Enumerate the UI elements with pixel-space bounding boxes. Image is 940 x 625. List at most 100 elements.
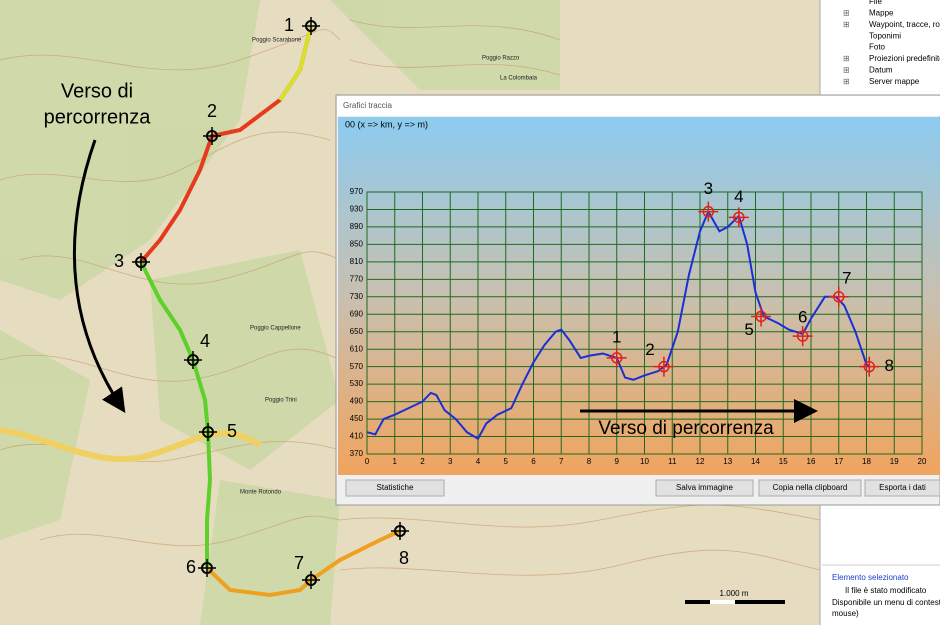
- tree-item[interactable]: File: [869, 0, 882, 6]
- dialog-titlebar: [337, 96, 940, 116]
- waypoint: [302, 571, 320, 589]
- y-tick-label: 850: [350, 240, 364, 249]
- y-tick-label: 530: [350, 379, 364, 388]
- waypoint: [302, 17, 320, 35]
- marker-cross: [728, 207, 749, 228]
- waypoint: [198, 559, 216, 577]
- x-tick-label: 8: [587, 457, 592, 466]
- button-label[interactable]: Statistiche: [377, 483, 414, 492]
- marker-label: 8: [885, 356, 894, 375]
- tree-item[interactable]: Proiezioni predefinite: [869, 54, 940, 63]
- x-tick-label: 12: [696, 457, 705, 466]
- x-tick-label: 1: [393, 457, 398, 466]
- status-text: Disponibile un menu di contesto: [832, 598, 940, 607]
- marker-cross: [698, 201, 719, 222]
- tree-expander: ⊞: [843, 9, 850, 18]
- tree-item[interactable]: Mappe: [869, 9, 894, 18]
- waypoint: [391, 522, 409, 540]
- x-tick-label: 20: [918, 457, 927, 466]
- y-tick-label: 810: [350, 257, 364, 266]
- marker-label: 2: [645, 340, 654, 359]
- line: [366, 209, 870, 441]
- button-label[interactable]: Copia nella clipboard: [773, 483, 848, 492]
- x-tick-label: 17: [834, 457, 843, 466]
- waypoint-label: 7: [294, 553, 304, 573]
- y-tick-label: 370: [350, 449, 364, 458]
- waypoint: [203, 127, 221, 145]
- track: [205, 529, 401, 598]
- x-tick-label: 18: [862, 457, 871, 466]
- waypoint-label: 2: [207, 101, 217, 121]
- x-tick-label: 13: [723, 457, 732, 466]
- x-tick-label: 16: [807, 457, 816, 466]
- chart-annotation: Verso di percorrenza: [598, 418, 774, 439]
- marker-cross: [751, 306, 772, 327]
- y-tick-label: 770: [350, 274, 364, 283]
- button[interactable]: [345, 479, 445, 497]
- place-name: La Colombaia: [500, 76, 538, 82]
- x-tick-label: 4: [476, 457, 481, 466]
- tree-item[interactable]: Datum: [869, 66, 893, 75]
- status-text: Il file è stato modificato: [845, 586, 927, 595]
- marker-label: 5: [744, 320, 753, 339]
- x-tick-label: 15: [779, 457, 788, 466]
- x-tick-label: 7: [559, 457, 564, 466]
- track: [139, 261, 213, 568]
- marker-cross: [792, 326, 813, 347]
- x-tick-label: 19: [890, 457, 899, 466]
- waypoint-label: 6: [186, 557, 196, 577]
- scale-label: 1.000 m: [720, 589, 749, 598]
- y-tick-label: 650: [350, 327, 364, 336]
- place-name: Poggio Scarabone: [252, 38, 302, 44]
- waypoint: [199, 423, 217, 441]
- y-tick-label: 450: [350, 414, 364, 423]
- dialog-title: Grafici traccia: [343, 101, 392, 110]
- direction-arrow: [72, 139, 126, 413]
- button[interactable]: [864, 479, 940, 497]
- status-heading: Elemento selezionato: [832, 573, 909, 582]
- scale-bar: [710, 600, 735, 604]
- chart-title: 00 (x => km, y => m): [345, 119, 428, 129]
- button[interactable]: [758, 479, 862, 497]
- marker-label: 7: [842, 268, 851, 287]
- x-tick-label: 0: [365, 457, 370, 466]
- marker-label: 6: [798, 308, 807, 327]
- waypoint-label: 4: [200, 331, 210, 351]
- place-name: Poggio Cappellone: [250, 326, 301, 332]
- button-label[interactable]: Salva immagine: [676, 483, 733, 492]
- y-tick-label: 970: [350, 187, 364, 196]
- map-annotation: Verso di: [61, 80, 133, 102]
- chart-background: [338, 117, 940, 475]
- tree-expander: ⊞: [843, 20, 850, 29]
- x-tick-label: 10: [640, 457, 649, 466]
- tree-expander: ⊞: [843, 54, 850, 63]
- tree-expander: ⊞: [843, 66, 850, 75]
- y-tick-label: 930: [350, 205, 364, 214]
- x-tick-label: 3: [448, 457, 453, 466]
- marker-cross: [859, 356, 880, 377]
- tree-item[interactable]: Toponimi: [869, 31, 901, 40]
- button-label[interactable]: Esporta i dati: [879, 483, 926, 492]
- y-tick-label: 690: [350, 309, 364, 318]
- tree-item[interactable]: Foto: [869, 43, 886, 52]
- x-tick-label: 11: [668, 457, 677, 466]
- place-name: Poggio Razzo: [482, 56, 520, 62]
- waypoint-label: 5: [227, 421, 237, 441]
- marker-cross: [828, 286, 849, 307]
- y-tick-label: 570: [350, 362, 364, 371]
- waypoint-label: 3: [114, 251, 124, 271]
- marker-cross: [653, 356, 674, 377]
- tree-item[interactable]: Waypoint, tracce, rotte: [869, 20, 940, 29]
- marker-cross: [606, 347, 627, 368]
- track: [278, 25, 313, 102]
- button[interactable]: [655, 479, 754, 497]
- contours: [0, 19, 821, 576]
- x-tick-label: 6: [531, 457, 536, 466]
- status-text: mouse): [832, 609, 859, 618]
- y-tick-label: 730: [350, 292, 364, 301]
- tree-item[interactable]: Server mappe: [869, 77, 920, 86]
- place-name: Monte Rotondo: [240, 490, 282, 496]
- x-tick-label: 2: [420, 457, 425, 466]
- road: [0, 427, 262, 462]
